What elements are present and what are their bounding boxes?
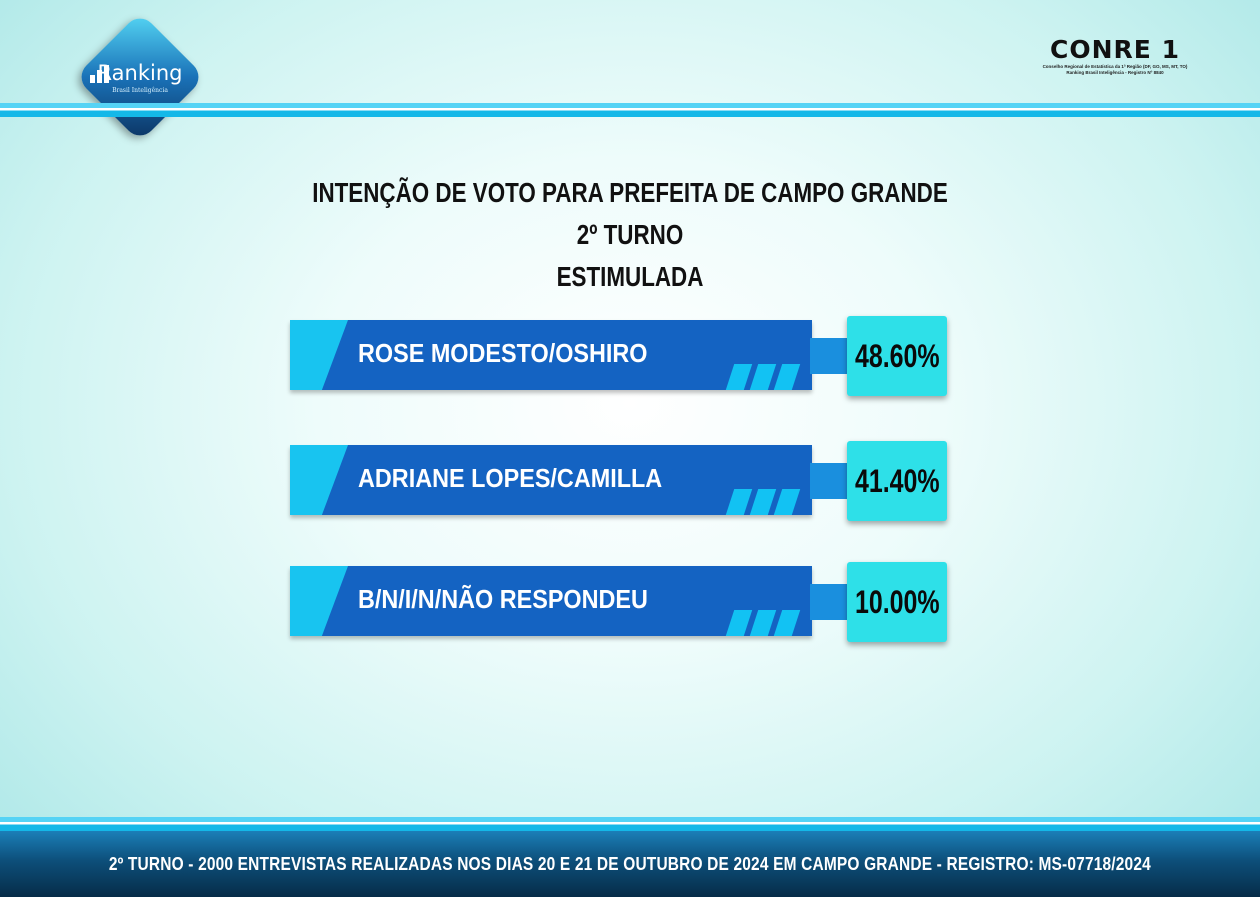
chart-row: B/N/I/N/NÃO RESPONDEU 10.00% (290, 562, 950, 642)
value-box: 48.60% (847, 316, 947, 396)
decorative-slash (773, 610, 801, 636)
decorative-slash (725, 610, 753, 636)
chart-row: ADRIANE LOPES/CAMILLA 41.40% (290, 441, 950, 521)
logo-tagline: Brasil Inteligência (112, 87, 168, 94)
bar-chart-icon (90, 65, 109, 83)
conre-line2: Ranking Brasil Inteligência - Registro N… (1066, 70, 1164, 75)
chart-title: INTENÇÃO DE VOTO PARA PREFEITA DE CAMPO … (230, 172, 1030, 298)
decorative-slash (749, 489, 777, 515)
category-label: ADRIANE LOPES/CAMILLA (358, 463, 663, 493)
bar-accent (290, 566, 348, 636)
bar: B/N/I/N/NÃO RESPONDEU (290, 566, 812, 636)
value-label: 48.60% (854, 337, 940, 374)
bar-accent (290, 445, 348, 515)
decorative-slash (725, 364, 753, 390)
logo-name: Ranking (97, 61, 183, 85)
chart-row: ROSE MODESTO/OSHIRO 48.60% (290, 316, 950, 396)
bar-connector (810, 463, 850, 499)
value-box: 10.00% (847, 562, 947, 642)
decorative-slash (725, 489, 753, 515)
chart-title-line2: ESTIMULADA (556, 261, 704, 292)
decorative-slash (773, 489, 801, 515)
category-label: B/N/I/N/NÃO RESPONDEU (358, 584, 648, 614)
conre-logo: CONRE 1 Conselho Regional de Estatística… (1040, 36, 1190, 76)
chart-title-line1: INTENÇÃO DE VOTO PARA PREFEITA DE CAMPO … (312, 177, 948, 250)
bar: ROSE MODESTO/OSHIRO (290, 320, 812, 390)
footer-text: 2º TURNO - 2000 ENTREVISTAS REALIZADAS N… (108, 853, 1152, 874)
value-box: 41.40% (847, 441, 947, 521)
value-label: 10.00% (854, 583, 940, 620)
footer: 2º TURNO - 2000 ENTREVISTAS REALIZADAS N… (0, 831, 1260, 897)
bar-connector (810, 584, 850, 620)
bar-accent (290, 320, 348, 390)
value-label: 41.40% (854, 462, 940, 499)
category-label: ROSE MODESTO/OSHIRO (358, 338, 648, 368)
ranking-logo: Ranking Brasil Inteligência (70, 11, 210, 143)
bar: ADRIANE LOPES/CAMILLA (290, 445, 812, 515)
conre-line1: Conselho Regional de Estatística da 1ª R… (1042, 64, 1188, 69)
top-stripe (0, 103, 1260, 117)
conre-title: CONRE 1 (1050, 35, 1180, 64)
decorative-slash (773, 364, 801, 390)
decorative-slash (749, 364, 777, 390)
bar-connector (810, 338, 850, 374)
decorative-slash (749, 610, 777, 636)
bottom-stripe (0, 817, 1260, 831)
